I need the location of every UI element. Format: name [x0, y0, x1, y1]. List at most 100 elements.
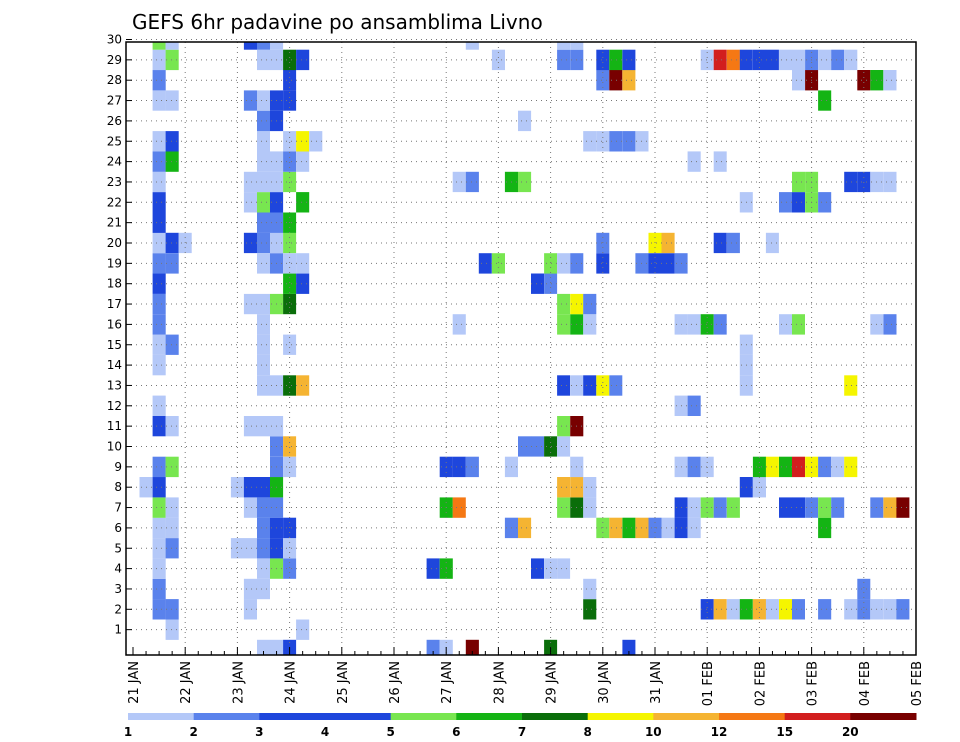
- heatmap-cell: [792, 314, 805, 335]
- heatmap-cell: [779, 456, 793, 478]
- heatmap-cell: [152, 558, 166, 579]
- heatmap-cell: [283, 558, 297, 579]
- x-tick-label: 03 FEB: [806, 661, 821, 706]
- heatmap-cell: [152, 314, 166, 335]
- heatmap-cell: [257, 578, 270, 600]
- heatmap-cell: [713, 599, 727, 620]
- y-axis: 1234567891011121314151617181920212223242…: [107, 33, 132, 637]
- heatmap-cell: [465, 42, 479, 50]
- y-tick-label: 16: [107, 317, 122, 331]
- heatmap-cell: [687, 151, 701, 172]
- heatmap-cell: [257, 110, 270, 132]
- heatmap-cell: [165, 151, 179, 172]
- heatmap-cell: [165, 497, 179, 518]
- heatmap-cell: [700, 49, 714, 71]
- heatmap-cell: [518, 171, 532, 193]
- legend-label: 4: [321, 725, 329, 739]
- heatmap-cell: [583, 314, 597, 335]
- x-tick-label: 24 JAN: [284, 661, 299, 704]
- y-tick-label: 17: [107, 297, 122, 311]
- heatmap-cell: [257, 90, 270, 111]
- legend-swatch: [653, 713, 720, 720]
- heatmap-cell: [583, 477, 597, 498]
- heatmap-cell: [152, 49, 166, 71]
- heatmap-cell: [557, 253, 571, 274]
- heatmap-cell: [531, 436, 544, 457]
- heatmap-cell: [752, 599, 766, 620]
- x-tick-label: 28 JAN: [492, 661, 507, 704]
- heatmap-cell: [283, 90, 297, 111]
- heatmap-cell: [726, 232, 740, 254]
- heatmap-cell: [818, 456, 832, 478]
- heatmap-cell: [452, 171, 466, 193]
- heatmap-cell: [609, 70, 623, 91]
- heatmap-cell: [243, 497, 257, 518]
- heatmap-cell: [257, 131, 270, 152]
- heatmap-cell: [583, 599, 597, 620]
- heatmap-cell: [713, 497, 727, 518]
- heatmap-cell: [661, 253, 675, 274]
- y-tick-label: 8: [114, 480, 122, 494]
- heatmap-cell: [257, 477, 270, 498]
- heatmap-cell: [518, 110, 532, 132]
- legend-label: 7: [518, 725, 526, 739]
- heatmap-cell: [165, 599, 179, 620]
- heatmap-cell: [687, 497, 701, 518]
- heatmap-cell: [152, 212, 166, 233]
- heatmap-cell: [309, 131, 323, 152]
- heatmap-cell: [491, 253, 505, 274]
- heatmap-cell: [818, 599, 832, 620]
- heatmap-cell: [257, 212, 270, 233]
- y-tick-label: 22: [107, 195, 122, 209]
- heatmap-cell: [857, 599, 871, 620]
- heatmap-cell: [726, 49, 740, 71]
- heatmap-cell: [152, 456, 166, 478]
- heatmap-cell: [283, 334, 297, 355]
- heatmap-cell: [792, 456, 805, 478]
- heatmap-cell: [531, 273, 544, 294]
- heatmap-cell: [622, 517, 636, 539]
- heatmap-cell: [257, 42, 270, 50]
- y-tick-label: 10: [107, 440, 122, 454]
- heatmap-cell: [896, 497, 910, 518]
- heatmap-cell: [165, 253, 179, 274]
- heatmap-cell: [765, 49, 779, 71]
- y-tick-label: 3: [114, 582, 122, 596]
- y-tick-label: 19: [107, 256, 122, 270]
- heatmap-cell: [152, 497, 166, 518]
- heatmap-cell: [700, 599, 714, 620]
- heatmap-cell: [257, 639, 270, 655]
- heatmap-cell: [557, 42, 571, 50]
- heatmap-cell: [583, 375, 597, 396]
- heatmap-cell: [270, 639, 284, 655]
- heatmap-cell: [257, 253, 270, 274]
- heatmap-cell: [857, 578, 871, 600]
- heatmap-cell: [557, 477, 571, 498]
- heatmap-cell: [465, 171, 479, 193]
- heatmap-cell: [152, 517, 166, 539]
- heatmap-cell: [243, 171, 257, 193]
- heatmap-cell: [152, 171, 166, 193]
- heatmap-cell: [152, 416, 166, 437]
- heatmap-cell: [831, 456, 845, 478]
- legend-swatch: [587, 713, 654, 720]
- heatmap-cell: [257, 49, 270, 71]
- heatmap-cell: [152, 293, 166, 315]
- legend: 1 2 3 4 5 6 7 8 10 12 15 20: [124, 713, 917, 739]
- heatmap-cell: [243, 192, 257, 213]
- heatmap-cells: [139, 42, 910, 655]
- heatmap-cell: [283, 375, 297, 396]
- legend-swatch: [456, 713, 523, 720]
- x-tick-label: 01 FEB: [701, 661, 716, 706]
- heatmap-cell: [557, 314, 571, 335]
- heatmap-cell: [765, 599, 779, 620]
- heatmap-cell: [792, 192, 805, 213]
- heatmap-cell: [896, 599, 910, 620]
- heatmap-cell: [152, 70, 166, 91]
- y-tick-label: 20: [107, 236, 122, 250]
- y-tick-label: 1: [114, 623, 122, 637]
- legend-swatch: [325, 713, 392, 720]
- x-tick-label: 27 JAN: [440, 661, 455, 704]
- heatmap-cell: [583, 497, 597, 518]
